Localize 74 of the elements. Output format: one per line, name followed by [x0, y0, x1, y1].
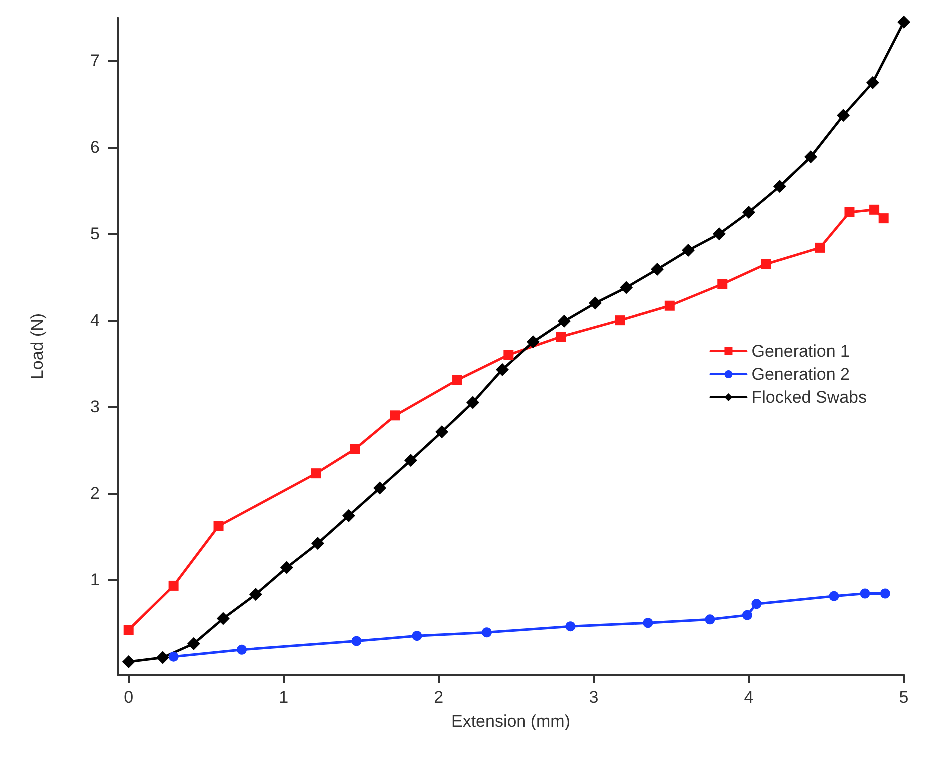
legend-label: Generation 2: [752, 365, 850, 384]
point: [436, 426, 449, 439]
x-tick-label: 5: [899, 688, 909, 707]
x-tick-label: 2: [434, 688, 444, 707]
point: [742, 206, 756, 220]
point: [496, 363, 509, 376]
legend-label: Flocked Swabs: [752, 388, 868, 407]
point: [249, 588, 262, 602]
point: [713, 228, 726, 241]
point: [664, 300, 675, 311]
y-tick-label: 7: [90, 52, 100, 71]
point: [860, 588, 870, 599]
point: [216, 612, 230, 626]
point: [829, 591, 840, 602]
point: [168, 652, 179, 662]
point: [122, 656, 136, 669]
point: [482, 628, 492, 638]
point: [682, 244, 696, 258]
point: [718, 279, 728, 290]
point: [374, 482, 386, 495]
point: [342, 509, 356, 522]
point: [237, 644, 248, 655]
point: [350, 444, 360, 454]
point: [504, 350, 514, 360]
y-tick-label: 3: [90, 398, 100, 417]
point: [311, 468, 322, 479]
point: [124, 625, 134, 636]
point: [156, 651, 170, 664]
y-axis-title: Load (N): [28, 313, 47, 380]
point: [761, 259, 772, 270]
point: [556, 332, 566, 342]
point: [566, 622, 576, 632]
point: [280, 561, 294, 574]
point: [773, 180, 786, 194]
point: [404, 454, 418, 468]
y-tick-label: 6: [90, 138, 100, 158]
point: [390, 410, 401, 421]
point: [752, 599, 762, 610]
point: [214, 521, 224, 532]
point: [866, 76, 880, 90]
point: [558, 314, 571, 328]
x-tick-label: 0: [124, 688, 134, 707]
point: [870, 204, 880, 215]
legend-label: Generation 1: [752, 342, 850, 361]
point: [412, 631, 422, 642]
point: [452, 375, 463, 386]
point: [705, 614, 716, 625]
point: [815, 242, 826, 253]
point: [898, 16, 910, 29]
y-tick-label: 4: [90, 311, 100, 330]
point: [880, 588, 890, 599]
y-tick-label: 2: [90, 484, 100, 503]
x-axis-title: Extension (mm): [451, 712, 571, 731]
point: [844, 208, 855, 218]
point: [187, 637, 200, 650]
point: [526, 336, 540, 349]
point: [168, 580, 179, 591]
point: [311, 537, 324, 550]
point: [643, 618, 654, 628]
x-tick-label: 4: [744, 688, 754, 707]
x-tick-label: 1: [279, 688, 289, 707]
y-tick-label: 5: [90, 224, 100, 244]
point: [837, 109, 850, 122]
point: [615, 316, 626, 326]
y-tick-label: 1: [90, 570, 100, 590]
point: [651, 263, 664, 276]
point: [804, 150, 818, 164]
point: [588, 296, 602, 310]
point: [352, 636, 362, 646]
point: [742, 610, 752, 620]
point: [878, 214, 889, 224]
point: [466, 396, 480, 410]
point: [620, 281, 633, 294]
x-tick-label: 3: [589, 688, 599, 707]
